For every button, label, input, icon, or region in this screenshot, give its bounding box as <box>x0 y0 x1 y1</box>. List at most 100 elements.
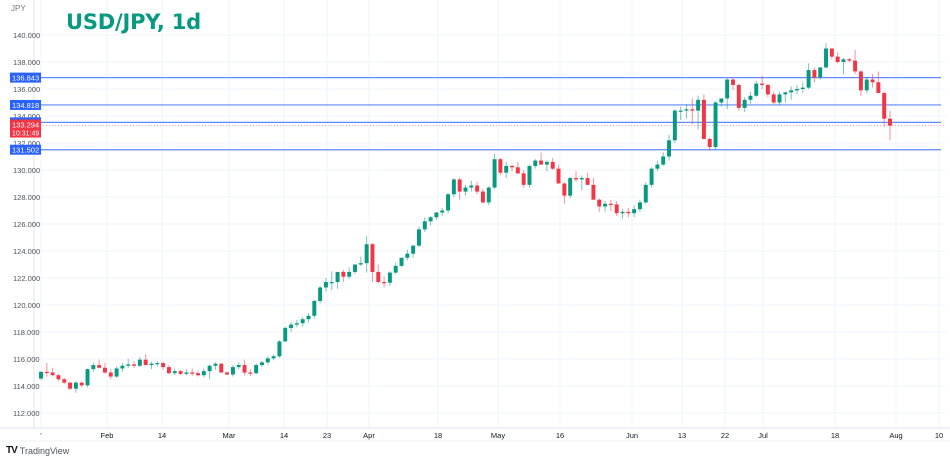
candle <box>259 362 264 366</box>
candle <box>864 79 869 91</box>
candle <box>876 82 881 94</box>
candle <box>888 118 892 126</box>
candle <box>370 244 375 272</box>
candle <box>190 372 195 374</box>
tradingview-footer[interactable]: TV TradingView <box>6 445 69 456</box>
candle <box>347 271 352 277</box>
candle <box>603 203 608 207</box>
candle <box>353 264 357 272</box>
candle <box>777 94 782 103</box>
candle <box>289 324 294 328</box>
candle <box>637 202 642 210</box>
price-axis[interactable]: 140.000 138.000 136.000 134.000 132.000 130.0… <box>10 31 41 418</box>
x-tick-label: May <box>491 431 505 440</box>
countdown-label: 10:31:49 <box>12 131 39 138</box>
candle <box>39 371 43 379</box>
candle <box>451 179 456 195</box>
x-tick-label: 18 <box>434 431 442 440</box>
candle <box>713 102 718 148</box>
candle <box>126 364 131 366</box>
candle <box>422 221 427 230</box>
candle <box>358 263 363 265</box>
candle <box>73 382 78 389</box>
candle <box>271 356 276 359</box>
current-price-label: 133.294 <box>12 121 39 130</box>
candle <box>771 94 776 103</box>
candle <box>143 359 148 366</box>
candle <box>335 271 340 283</box>
candle <box>318 287 323 301</box>
candle <box>847 59 852 61</box>
x-tick-label: ' <box>40 431 42 440</box>
candle <box>760 83 765 85</box>
candle <box>265 358 270 363</box>
candle <box>853 60 858 72</box>
candle <box>149 363 154 366</box>
candle <box>382 282 387 284</box>
candle <box>544 161 549 165</box>
candle <box>707 138 712 148</box>
candle <box>824 48 829 68</box>
x-tick-label: 22 <box>721 431 729 440</box>
candle <box>626 211 631 214</box>
candle <box>294 323 299 325</box>
y-tick-label: 140.000 <box>13 31 40 40</box>
chart-title: USD/JPY, 1d <box>66 10 201 34</box>
y-tick-label: 132.000 <box>13 139 40 148</box>
candle <box>56 375 61 380</box>
candle <box>579 178 584 180</box>
y-tick-label: 118.000 <box>13 328 40 337</box>
candle <box>568 178 573 196</box>
candle <box>79 382 84 386</box>
candle <box>789 90 794 93</box>
candle <box>62 379 67 383</box>
y-tick-label: 126.000 <box>13 220 40 229</box>
candle <box>364 244 369 264</box>
candle <box>486 187 491 203</box>
level-price-label: 134.818 <box>12 101 39 110</box>
candle <box>574 178 578 180</box>
candle <box>248 372 253 374</box>
candle <box>376 271 381 283</box>
y-tick-label: 124.000 <box>13 247 40 256</box>
y-tick-label: 138.000 <box>13 58 40 67</box>
x-tick-label: 14 <box>280 431 288 440</box>
candle <box>498 159 503 173</box>
y-tick-label: 128.000 <box>13 193 40 202</box>
candle <box>300 319 305 324</box>
y-tick-label: 120.000 <box>13 301 40 310</box>
candle <box>533 160 538 166</box>
candle <box>230 367 235 375</box>
candle <box>562 183 567 196</box>
candle <box>44 371 49 374</box>
candle <box>475 185 480 192</box>
current-price-badge <box>10 119 41 138</box>
candle <box>539 160 544 165</box>
x-tick-label: Aug <box>889 431 902 440</box>
candle <box>794 89 799 91</box>
candle <box>225 372 230 375</box>
tradingview-logo-icon: TV <box>6 445 18 456</box>
candle <box>283 327 288 342</box>
candle <box>108 372 113 377</box>
candle <box>50 372 55 376</box>
time-axis[interactable]: ' Feb 14 Mar 14 23 Apr 18 May 16 Jun 13 22 Jul 18 Aug 10 <box>40 431 943 440</box>
candle <box>515 167 520 174</box>
candle <box>725 79 730 99</box>
y-tick-label: 136.000 <box>13 85 40 94</box>
x-tick-label: Mar <box>223 431 236 440</box>
candle <box>620 211 625 214</box>
candle <box>161 363 166 368</box>
candle <box>137 359 142 366</box>
x-tick-label: Apr <box>363 431 375 440</box>
candle <box>196 373 200 376</box>
candle <box>277 341 282 357</box>
candle <box>858 71 863 91</box>
y-tick-label: 130.000 <box>13 166 40 175</box>
candle <box>690 109 695 111</box>
candle <box>818 67 823 78</box>
candle <box>696 99 701 111</box>
candle <box>219 363 224 373</box>
